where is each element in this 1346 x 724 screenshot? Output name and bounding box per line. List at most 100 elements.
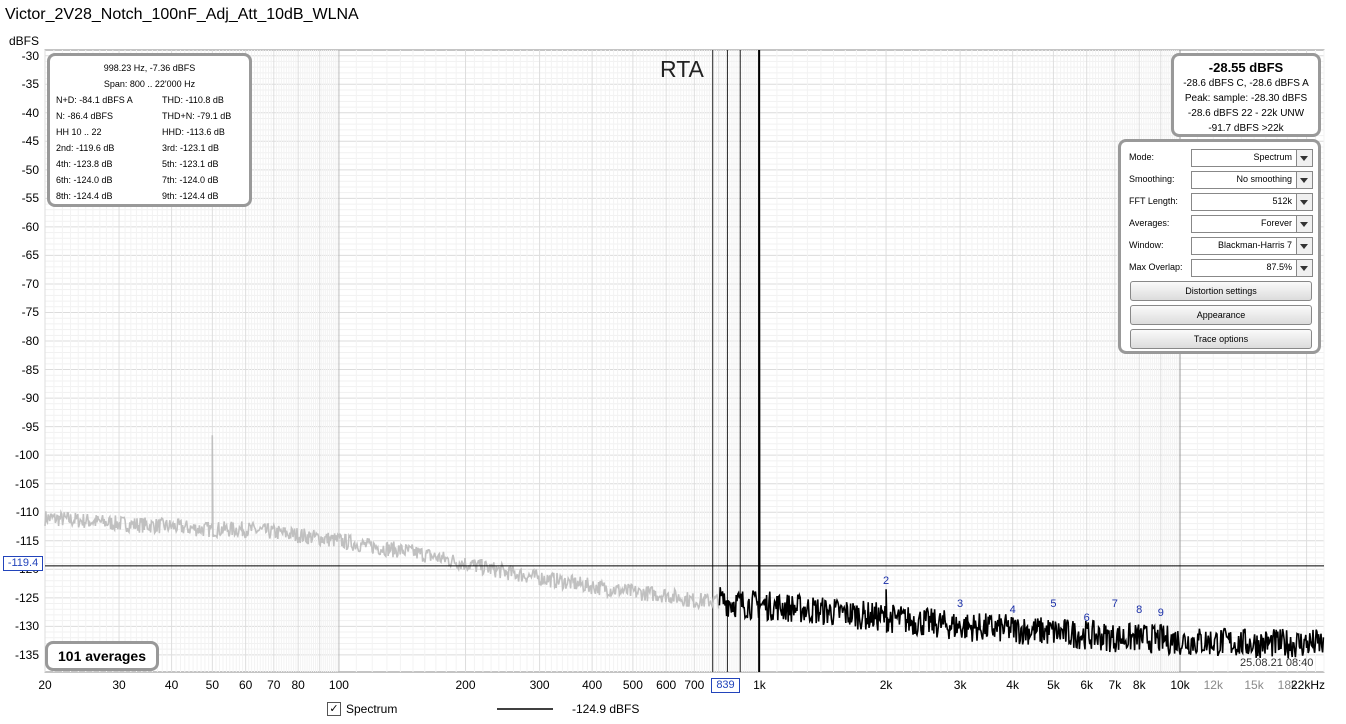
spectrum-trace-out-of-span (44, 435, 720, 611)
stats-left-value: 6th: -124.0 dB (56, 175, 113, 185)
chevron-down-icon[interactable] (1296, 194, 1312, 210)
overlap-row: Max Overlap: 87.5% (1129, 259, 1317, 277)
level-panel[interactable]: -28.55 dBFS -28.6 dBFS C, -28.6 dBFS A P… (1171, 53, 1321, 137)
x-tick-label: 22kHz (1290, 678, 1326, 692)
x-tick-label: 2k (879, 678, 893, 692)
y-axis-unit: dBFS (9, 34, 40, 48)
stats-row: 8th: -124.4 dB 9th: -124.4 dB (50, 188, 249, 204)
y-tick-label: -45 (21, 134, 39, 149)
smoothing-value: No smoothing (1236, 174, 1292, 184)
y-tick-label: -80 (21, 334, 39, 349)
x-tick-label: 30 (112, 678, 126, 692)
y-tick-label: -110 (15, 505, 39, 520)
plot-area (44, 49, 1325, 673)
stats-left-value: N: -86.4 dBFS (56, 111, 114, 121)
y-tick-label: -30 (21, 48, 39, 63)
level-unweighted: -28.6 dBFS 22 - 22k UNW (1187, 108, 1305, 119)
x-tick-label: 3k (953, 678, 967, 692)
stats-row: N: -86.4 dBFS THD+N: -79.1 dB (50, 108, 249, 124)
x-tick-label: 600 (656, 678, 677, 692)
y-tick-label: -75 (21, 305, 39, 320)
chevron-down-icon[interactable] (1296, 172, 1312, 188)
stats-right-value: 5th: -123.1 dB (162, 159, 219, 169)
mode-value: Spectrum (1253, 152, 1292, 162)
window-title: Victor_2V28_Notch_100nF_Adj_Att_10dB_WLN… (5, 6, 359, 23)
timestamp: 25.08.21 08:40 (1240, 657, 1314, 669)
cursor-y-readout[interactable]: -119.4 (3, 556, 43, 571)
x-tick-label: 6k (1080, 678, 1094, 692)
averages-select[interactable]: Forever (1191, 215, 1313, 233)
y-tick-label: -50 (21, 162, 39, 177)
x-tick-label: 700 (684, 678, 705, 692)
window-row: Window: Blackman-Harris 7 (1129, 237, 1317, 255)
distortion-settings-button[interactable]: Distortion settings (1130, 281, 1312, 301)
x-tick-label: 12k (1203, 678, 1223, 692)
x-tick-label: 500 (622, 678, 643, 692)
distortion-stats-panel[interactable]: 998.23 Hz, -7.36 dBFS Span: 800 .. 22'00… (47, 53, 252, 207)
averages-row: Averages: Forever (1129, 215, 1317, 233)
harmonic-marker: 4 (1009, 603, 1016, 616)
appearance-button[interactable]: Appearance (1130, 305, 1312, 325)
x-tick-label: 60 (238, 678, 253, 692)
x-tick-label: 4k (1006, 678, 1019, 692)
mode-row: Mode: Spectrum (1129, 149, 1317, 167)
stats-row: HH 10 .. 22 HHD: -113.6 dB (50, 124, 249, 140)
x-tick-label: 5k (1047, 678, 1060, 692)
mode-label: Mode: (1129, 152, 1155, 162)
chevron-down-icon[interactable] (1296, 238, 1312, 254)
overlap-label: Max Overlap: (1129, 262, 1183, 272)
y-tick-label: -125 (14, 590, 39, 605)
overlap-value: 87.5% (1266, 262, 1292, 272)
x-tick-label: 300 (529, 678, 550, 692)
rta-controls-panel: Mode: Spectrum Smoothing: No smoothing F… (1118, 139, 1321, 354)
stats-fundamental: 998.23 Hz, -7.36 dBFS (103, 63, 196, 73)
y-tick-label: -100 (14, 448, 39, 463)
smoothing-select[interactable]: No smoothing (1191, 171, 1313, 189)
x-tick-label: 200 (455, 678, 476, 692)
legend-series-value: -124.9 dBFS (572, 702, 640, 716)
level-weighted: -28.6 dBFS C, -28.6 dBFS A (1183, 78, 1309, 89)
x-tick-label: 40 (164, 678, 179, 692)
x-tick-label: 100 (328, 678, 349, 692)
y-tick-label: -95 (21, 419, 39, 434)
stats-left-value: 2nd: -119.6 dB (56, 143, 115, 153)
x-tick-label: 18k (1277, 678, 1298, 692)
y-tick-label: -130 (14, 619, 39, 634)
y-tick-label: -70 (21, 276, 39, 291)
chevron-down-icon[interactable] (1296, 150, 1312, 166)
trace-options-button[interactable]: Trace options (1130, 329, 1312, 349)
chevron-down-icon[interactable] (1296, 216, 1312, 232)
y-tick-label: -60 (21, 219, 39, 234)
x-tick-label: 80 (291, 678, 305, 692)
window-select[interactable]: Blackman-Harris 7 (1191, 237, 1313, 255)
y-tick-label: -115 (15, 533, 39, 548)
fft-length-select[interactable]: 512k (1191, 193, 1313, 211)
chevron-down-icon[interactable] (1296, 260, 1312, 276)
smoothing-label: Smoothing: (1129, 174, 1175, 184)
x-tick-label: 1k (753, 678, 766, 692)
x-tick-label: 50 (205, 678, 220, 692)
x-tick-label: 10k (1170, 678, 1190, 692)
mode-select[interactable]: Spectrum (1191, 149, 1313, 167)
x-tick-label: 7k (1108, 678, 1122, 692)
legend-line-swatch (497, 708, 553, 710)
stats-left-value: 4th: -123.8 dB (56, 159, 113, 169)
stats-right-value: THD+N: -79.1 dB (162, 111, 232, 121)
stats-right-value: 3rd: -123.1 dB (162, 143, 220, 153)
y-tick-label: -65 (21, 248, 39, 263)
spectrum-legend-checkbox[interactable]: ✓ (327, 702, 341, 716)
overlap-select[interactable]: 87.5% (1191, 259, 1313, 277)
harmonic-marker: 3 (957, 598, 964, 611)
stats-left-value: HH 10 .. 22 (56, 127, 102, 137)
harmonic-marker: 5 (1050, 598, 1057, 611)
averages-value: Forever (1260, 218, 1292, 228)
x-tick-label: 20 (38, 678, 52, 692)
y-tick-label: -35 (21, 77, 39, 92)
level-peak: Peak: sample: -28.30 dBFS (1184, 93, 1308, 104)
stats-left-value: N+D: -84.1 dBFS A (56, 95, 133, 105)
stats-left-value: 8th: -124.4 dB (56, 191, 113, 201)
harmonic-marker: 9 (1157, 606, 1164, 619)
fft-row: FFT Length: 512k (1129, 193, 1317, 211)
window-label: Window: (1129, 240, 1164, 250)
cursor-x-readout[interactable]: 839 (711, 678, 740, 693)
